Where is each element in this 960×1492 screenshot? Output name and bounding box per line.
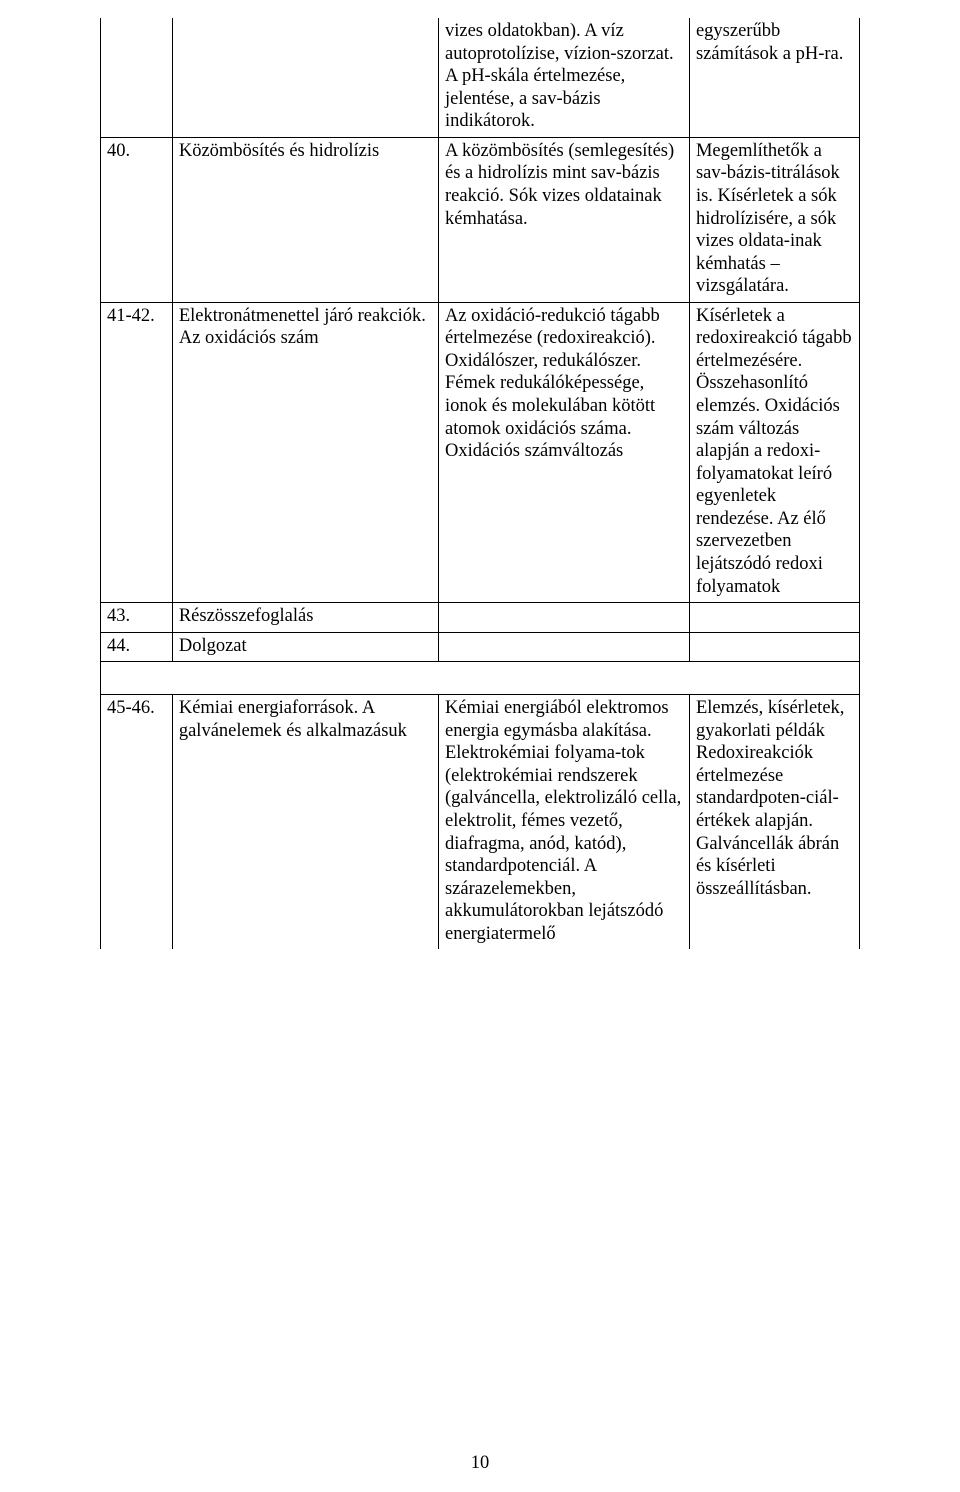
cell-number: 44.	[101, 632, 173, 662]
cell-topic: Dolgozat	[172, 632, 438, 662]
cell-notes: egyszerűbb számítások a pH-ra.	[689, 18, 859, 137]
cell-description: A közömbösítés (semlegesítés) és a hidro…	[438, 137, 689, 302]
document-page: vizes oldatokban). A víz autoprotolízise…	[0, 0, 960, 1492]
cell-description: vizes oldatokban). A víz autoprotolízise…	[438, 18, 689, 137]
cell-topic: Közömbösítés és hidrolízis	[172, 137, 438, 302]
cell-notes: Elemzés, kísérletek, gyakorlati példák R…	[689, 695, 859, 950]
curriculum-table: vizes oldatokban). A víz autoprotolízise…	[100, 18, 860, 949]
table-row: 44. Dolgozat	[101, 632, 860, 662]
table-spacer-row	[101, 662, 860, 695]
cell-number: 41-42.	[101, 302, 173, 602]
cell-number: 43.	[101, 603, 173, 633]
table-row: 43. Részösszefoglalás	[101, 603, 860, 633]
table-row: 45-46. Kémiai energiaforrások. A galváne…	[101, 695, 860, 950]
page-number: 10	[0, 1453, 960, 1474]
cell-notes	[689, 632, 859, 662]
table-row: 41-42. Elektronátmenettel járó reakciók.…	[101, 302, 860, 602]
cell-number: 45-46.	[101, 695, 173, 950]
table-row: 40. Közömbösítés és hidrolízis A közömbö…	[101, 137, 860, 302]
cell-topic: Részösszefoglalás	[172, 603, 438, 633]
table-row: vizes oldatokban). A víz autoprotolízise…	[101, 18, 860, 137]
cell-description: Az oxidáció-redukció tágabb értelmezése …	[438, 302, 689, 602]
cell-description: Kémiai energiából elektromos energia egy…	[438, 695, 689, 950]
cell-description	[438, 603, 689, 633]
cell-topic: Elektronátmenettel járó reakciók. Az oxi…	[172, 302, 438, 602]
cell-topic: Kémiai energiaforrások. A galvánelemek é…	[172, 695, 438, 950]
cell-notes	[689, 603, 859, 633]
cell-notes: Megemlíthetők a sav-bázis-titrálások is.…	[689, 137, 859, 302]
cell-notes: Kísérletek a redoxireakció tágabb értelm…	[689, 302, 859, 602]
cell-description	[438, 632, 689, 662]
cell-topic	[172, 18, 438, 137]
cell-number: 40.	[101, 137, 173, 302]
cell-number	[101, 18, 173, 137]
